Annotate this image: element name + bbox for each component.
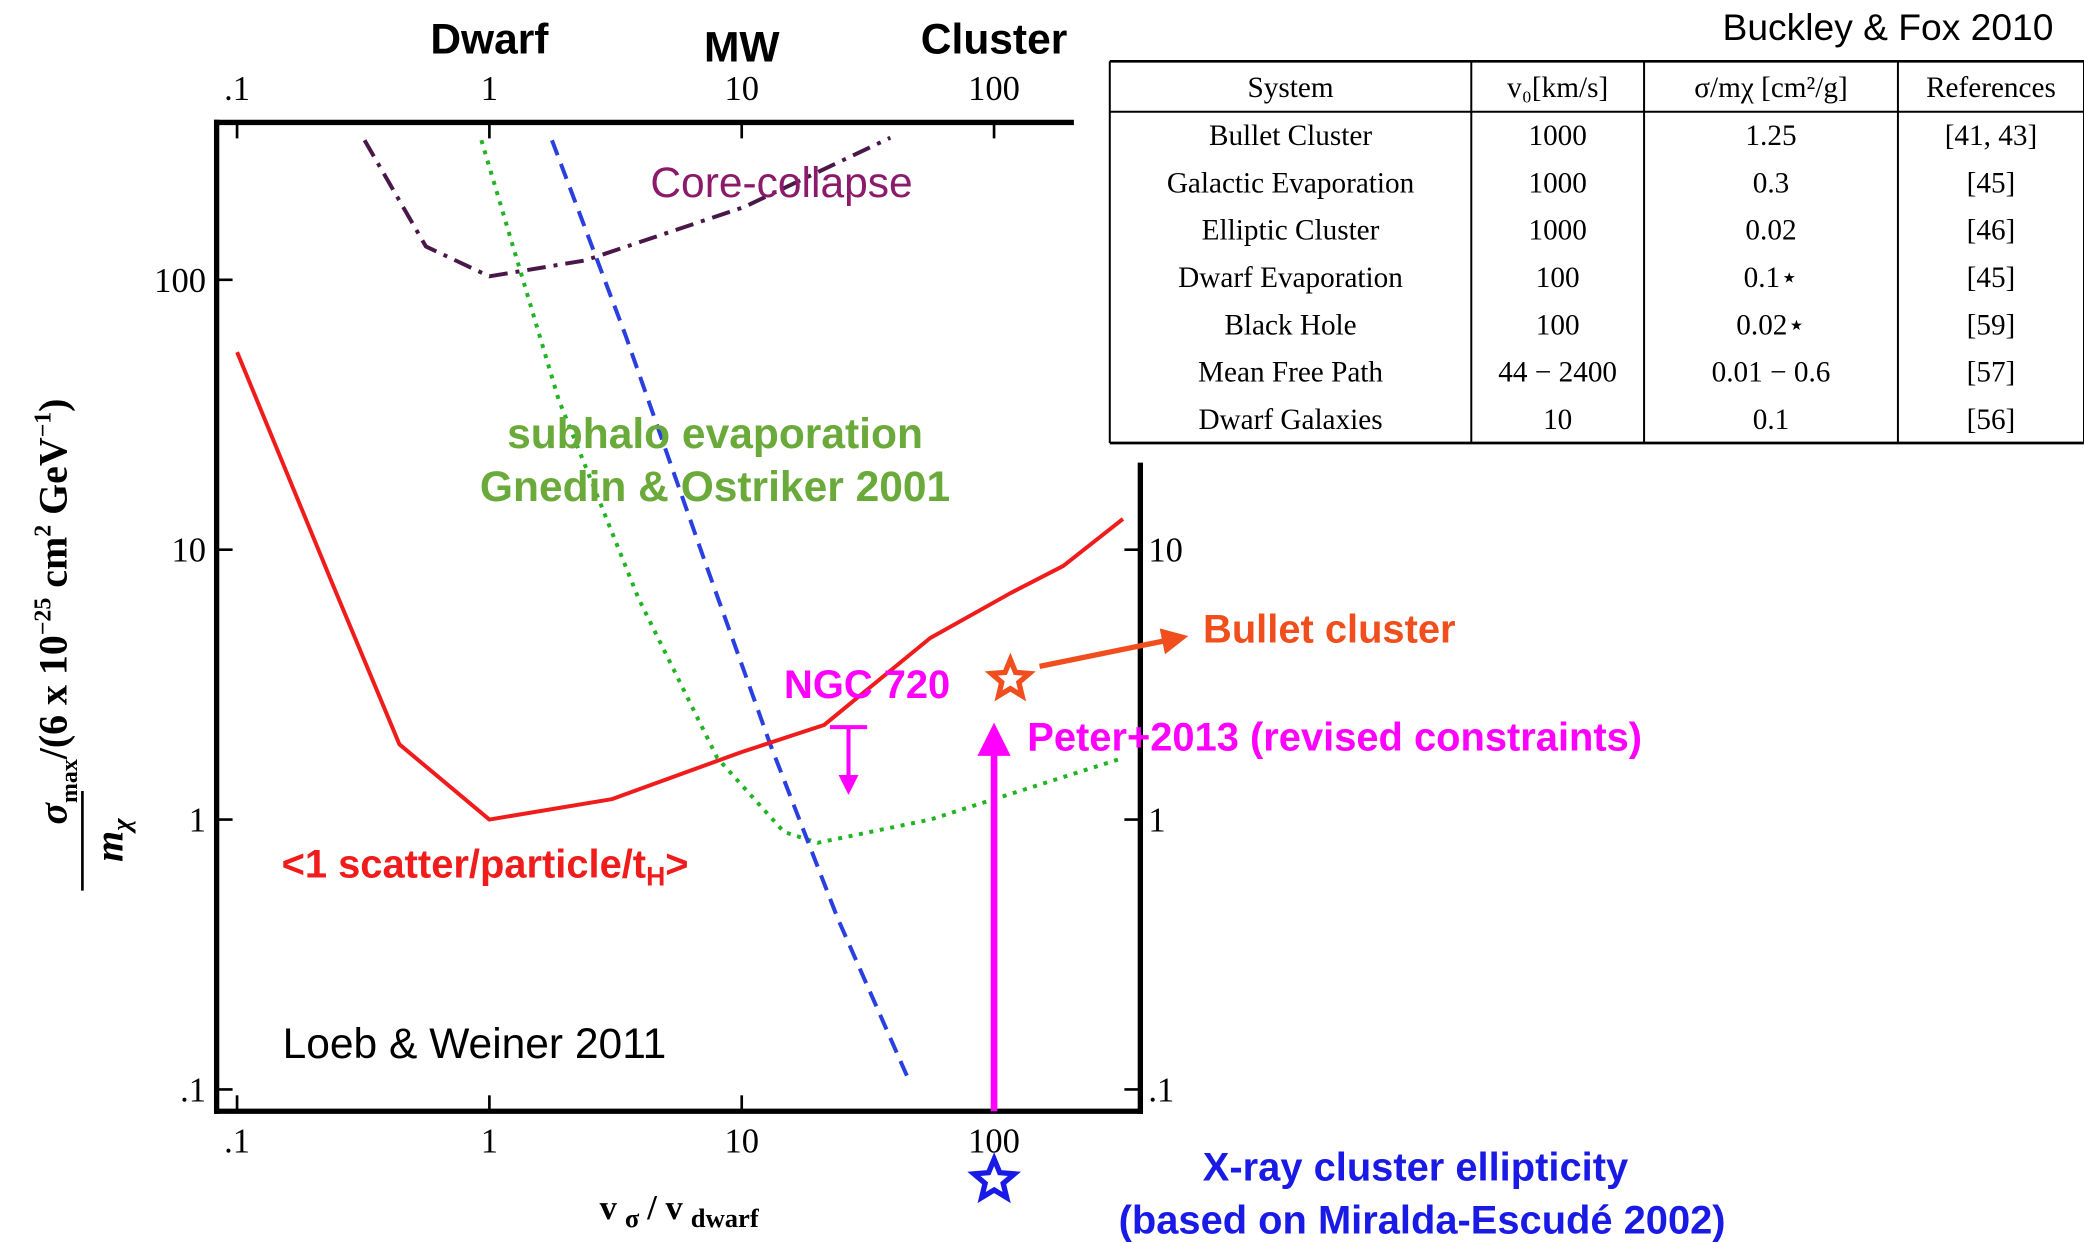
table-cell: [45] <box>1967 167 2016 199</box>
y-label-part: χ <box>106 818 136 835</box>
top-category: Dwarf <box>430 15 549 63</box>
star-marker <box>984 652 1036 702</box>
x-label-part: / v <box>646 1189 683 1227</box>
marker-arrow <box>1039 628 1189 669</box>
table-cell: [46] <box>1967 215 2016 247</box>
table-cell: [56] <box>1967 404 2016 436</box>
table-cell: 1000 <box>1528 215 1586 247</box>
series-line <box>550 139 913 1085</box>
x-tick-label: 10 <box>724 1122 759 1160</box>
annotation: (based on Miralda-Escudé 2002) <box>1119 1199 1726 1243</box>
upper-limit <box>830 725 867 791</box>
y-tick-label: .1 <box>180 1071 206 1109</box>
table-cell: [57] <box>1967 357 2016 389</box>
table-cell: Dwarf Galaxies <box>1198 404 1382 436</box>
annotation: Gnedin & Ostriker 2001 <box>480 463 950 511</box>
table-cell: σ/mχ [cm²/g] <box>1694 72 1848 104</box>
annotation: <1 scatter/particle/tH> <box>282 842 689 891</box>
top-tick-label: 1 <box>481 70 498 108</box>
table-cell: Bullet Cluster <box>1209 120 1372 152</box>
top-tick-label: .1 <box>224 70 250 108</box>
y-label-den: mχ <box>86 818 136 862</box>
marker-label: Bullet cluster <box>1203 607 1456 651</box>
annotation: subhalo evaporation <box>507 410 923 458</box>
table-cell: 0.02⋆ <box>1736 309 1805 341</box>
x-label-part: v <box>600 1189 618 1227</box>
y-axis-label: σmax/(6 x 10−25 cm2 GeV−1)mχ <box>30 399 136 891</box>
y-label-part: GeV <box>30 437 75 525</box>
annotation-part: <1 scatter/particle/t <box>282 842 646 886</box>
annotation-part: H <box>646 861 665 891</box>
top-tick-label: 10 <box>724 70 759 108</box>
table-cell: 0.1 <box>1753 404 1790 436</box>
top-category: Cluster <box>921 15 1067 63</box>
annotation: X-ray cluster ellipticity <box>1203 1145 1628 1189</box>
marker-label: NGC 720 <box>784 663 950 707</box>
series-line <box>235 351 1125 822</box>
y-label-part: m <box>86 831 131 862</box>
table-cell: 0.3 <box>1753 167 1790 199</box>
y-label-part: −25 <box>31 598 57 636</box>
table-cell: [41, 43] <box>1945 120 2038 152</box>
table-cell: Dwarf Evaporation <box>1178 262 1403 294</box>
annotation: Core-collapse <box>650 159 912 207</box>
annotation: Loeb & Weiner 2011 <box>283 1020 667 1068</box>
table-cell: 0.1⋆ <box>1744 262 1799 294</box>
table-caption: Buckley & Fox 2010 <box>1723 6 2054 48</box>
x-tick-label: .1 <box>224 1122 250 1160</box>
table-cell: 1.25 <box>1745 120 1796 152</box>
table-cell: 0.02 <box>1745 215 1796 247</box>
top-category: MW <box>704 23 780 71</box>
table-cell: 100 <box>1536 262 1580 294</box>
x-label-part: σ <box>625 1203 640 1233</box>
y2-tick-label: 1 <box>1148 802 1165 840</box>
top-tick-label: 100 <box>968 70 1020 108</box>
y-tick-label: 10 <box>171 532 206 570</box>
annotation-part: > <box>665 842 688 886</box>
table-cell: References <box>1926 72 2056 104</box>
table-cell: Black Hole <box>1224 309 1356 341</box>
table-cell: 44 − 2400 <box>1498 357 1617 389</box>
series-line <box>479 139 1124 845</box>
table-cell: [45] <box>1967 262 2016 294</box>
table-cell: 1000 <box>1528 167 1586 199</box>
table-cell: Galactic Evaporation <box>1167 167 1415 199</box>
y-tick-label: 1 <box>189 802 206 840</box>
table-cell: 1000 <box>1528 120 1586 152</box>
x-label-part: dwarf <box>691 1203 760 1233</box>
y-label-part: 2 <box>31 525 57 537</box>
y-label-part: σ <box>30 802 75 825</box>
table-cell: 10 <box>1543 404 1572 436</box>
table-cell: Elliptic Cluster <box>1202 215 1380 247</box>
y-label-part: max <box>57 759 83 803</box>
x-axis-label: v σ / v dwarf <box>600 1189 760 1233</box>
y2-tick-label: .1 <box>1148 1071 1174 1109</box>
y-label-part: cm <box>30 537 75 598</box>
y-label-part: ) <box>30 399 75 412</box>
y-tick-label: 100 <box>154 262 206 300</box>
table-cell: 0.01 − 0.6 <box>1712 357 1831 389</box>
y-label-part: −1 <box>31 412 57 438</box>
table-cell: 100 <box>1536 309 1580 341</box>
table-cell: System <box>1248 72 1334 104</box>
frame <box>213 119 1144 1114</box>
x-tick-label: 1 <box>481 1122 498 1160</box>
y-label-part: /(6 x 10 <box>30 635 75 760</box>
y-label-num: σmax/(6 x 10−25 cm2 GeV−1) <box>30 399 83 825</box>
table-cell: v₀[km/s] <box>1507 72 1608 104</box>
xray-star <box>967 1152 1021 1204</box>
table-cell: Mean Free Path <box>1198 357 1383 389</box>
y2-tick-label: 10 <box>1148 532 1183 570</box>
series-line <box>362 135 892 279</box>
table-cell: [59] <box>1967 309 2016 341</box>
marker-label: Peter+2013 (revised constraints) <box>1027 716 1642 760</box>
